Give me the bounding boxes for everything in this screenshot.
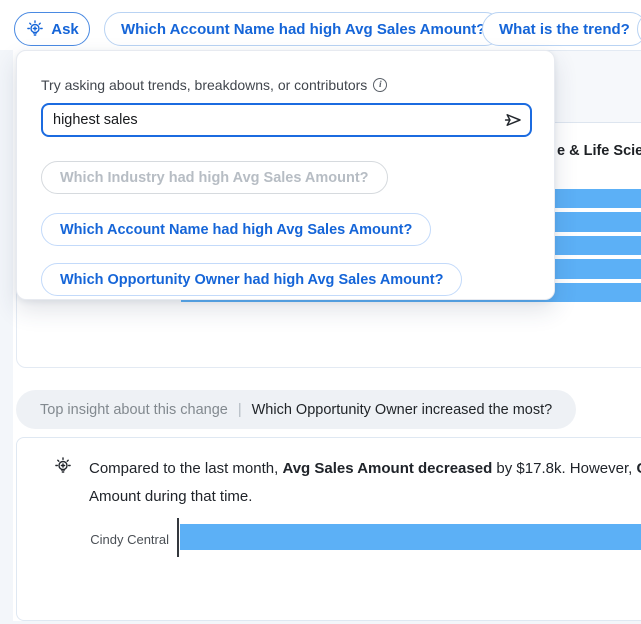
insight-line-2: Amount during that time. (89, 488, 253, 505)
popup-suggestion-industry: Which Industry had high Avg Sales Amount… (41, 161, 388, 194)
bar-category-label: Cindy Central (90, 532, 169, 547)
info-icon[interactable]: i (373, 78, 388, 92)
ask-input[interactable] (43, 112, 498, 128)
ask-button[interactable]: Ask (14, 12, 90, 46)
suggestion-chip-trend[interactable]: What is the trend? (482, 12, 641, 46)
ask-button-label: Ask (51, 20, 79, 38)
top-insight-pill-divider: | (237, 401, 242, 418)
top-insight-pill-label: Top insight about this change (40, 401, 228, 418)
ask-input-wrap (41, 103, 532, 137)
insight-seg: Compared to the last month, (89, 460, 283, 477)
send-icon (503, 110, 523, 130)
insight-line-1: Compared to the last month, Avg Sales Am… (89, 455, 641, 483)
send-button[interactable] (498, 105, 528, 135)
ask-popup-hint: Try asking about trends, breakdowns, or … (41, 77, 388, 93)
top-insight-pill[interactable]: Top insight about this change | Which Op… (16, 390, 577, 429)
insight-text: Compared to the last month, Avg Sales Am… (89, 455, 641, 511)
popup-suggestion-opportunity-owner[interactable]: Which Opportunity Owner had high Avg Sal… (41, 263, 463, 296)
insight-seg: by $17.8k. However, (492, 460, 637, 477)
page-bottom-strip (13, 621, 641, 624)
ask-popup-hint-text: Try asking about trends, breakdowns, or … (41, 77, 368, 93)
top-insight-pill-question: Which Opportunity Owner increased the mo… (251, 401, 553, 418)
lightbulb-icon (53, 456, 73, 476)
insight-card: Compared to the last month, Avg Sales Am… (16, 437, 641, 621)
ask-popup: Try asking about trends, breakdowns, or … (16, 50, 555, 300)
popup-suggestion-account-name[interactable]: Which Account Name had high Avg Sales Am… (41, 213, 432, 246)
lightbulb-icon (25, 19, 45, 39)
page-left-gutter (0, 50, 13, 624)
insight-seg-bold: Cind (636, 460, 641, 477)
top-chip-row: Ask Which Account Name had high Avg Sale… (0, 0, 641, 50)
insight-seg-bold: Avg Sales Amount decreased (282, 460, 493, 477)
suggestion-chip-account-name[interactable]: Which Account Name had high Avg Sales Am… (104, 12, 503, 46)
industry-label-fragment: e & Life Scie (557, 143, 641, 159)
cindy-central-bar (180, 524, 641, 550)
chart-axis-line (177, 518, 179, 557)
